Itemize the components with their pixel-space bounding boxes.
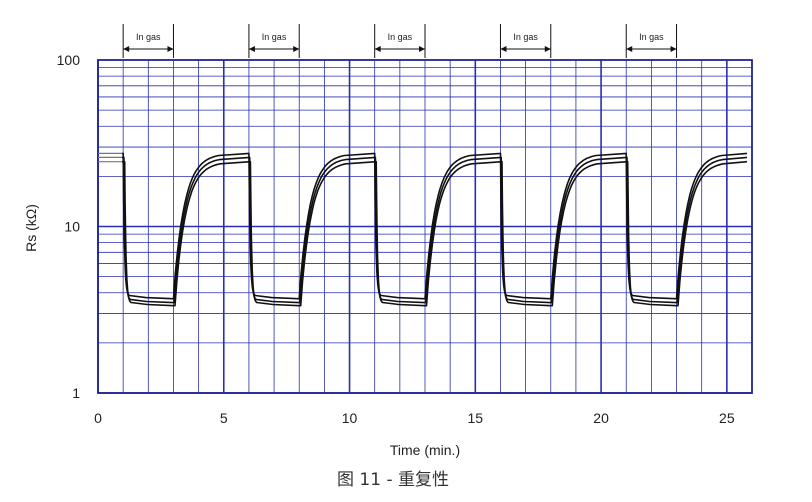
plot-frame bbox=[97, 59, 753, 394]
arrow-head-icon bbox=[293, 46, 300, 52]
arrow-head-icon bbox=[374, 46, 381, 52]
arrow-head-icon bbox=[419, 46, 425, 52]
arrow-head-icon bbox=[626, 46, 633, 52]
arrow-head-icon bbox=[123, 46, 130, 52]
x-tick-label: 0 bbox=[94, 410, 102, 426]
arrow-head-icon bbox=[544, 46, 551, 52]
figure-caption: 图 11 - 重复性 bbox=[337, 470, 449, 490]
x-axis-title: Time (min.) bbox=[390, 442, 460, 458]
arrow-head-icon bbox=[670, 46, 677, 52]
tick-labels: 0 5 10 15 20 25 1 10 100 bbox=[57, 52, 735, 426]
y-tick-label: 1 bbox=[72, 385, 80, 401]
x-tick-label: 5 bbox=[220, 410, 228, 426]
in-gas-label: In gas bbox=[513, 32, 538, 42]
arrow-head-icon bbox=[167, 46, 174, 52]
x-tick-label: 25 bbox=[719, 410, 735, 426]
in-gas-label: In gas bbox=[136, 32, 161, 42]
response-curve bbox=[121, 160, 748, 307]
arrow-head-icon bbox=[500, 46, 507, 52]
in-gas-label: In gas bbox=[262, 32, 287, 42]
x-tick-label: 15 bbox=[468, 410, 484, 426]
y-tick-label: 10 bbox=[64, 219, 80, 235]
arrow-head-icon bbox=[248, 46, 255, 52]
y-tick-label: 100 bbox=[57, 52, 81, 68]
x-tick-label: 20 bbox=[593, 410, 609, 426]
gas-annotations: In gas In gas In gas In gas In gas bbox=[122, 24, 678, 58]
in-gas-label: In gas bbox=[388, 32, 413, 42]
chart-curves bbox=[98, 152, 748, 307]
x-tick-label: 10 bbox=[342, 410, 358, 426]
chart-grid bbox=[97, 59, 753, 394]
y-axis-title: Rs (kΩ) bbox=[23, 204, 39, 252]
in-gas-label: In gas bbox=[639, 32, 664, 42]
